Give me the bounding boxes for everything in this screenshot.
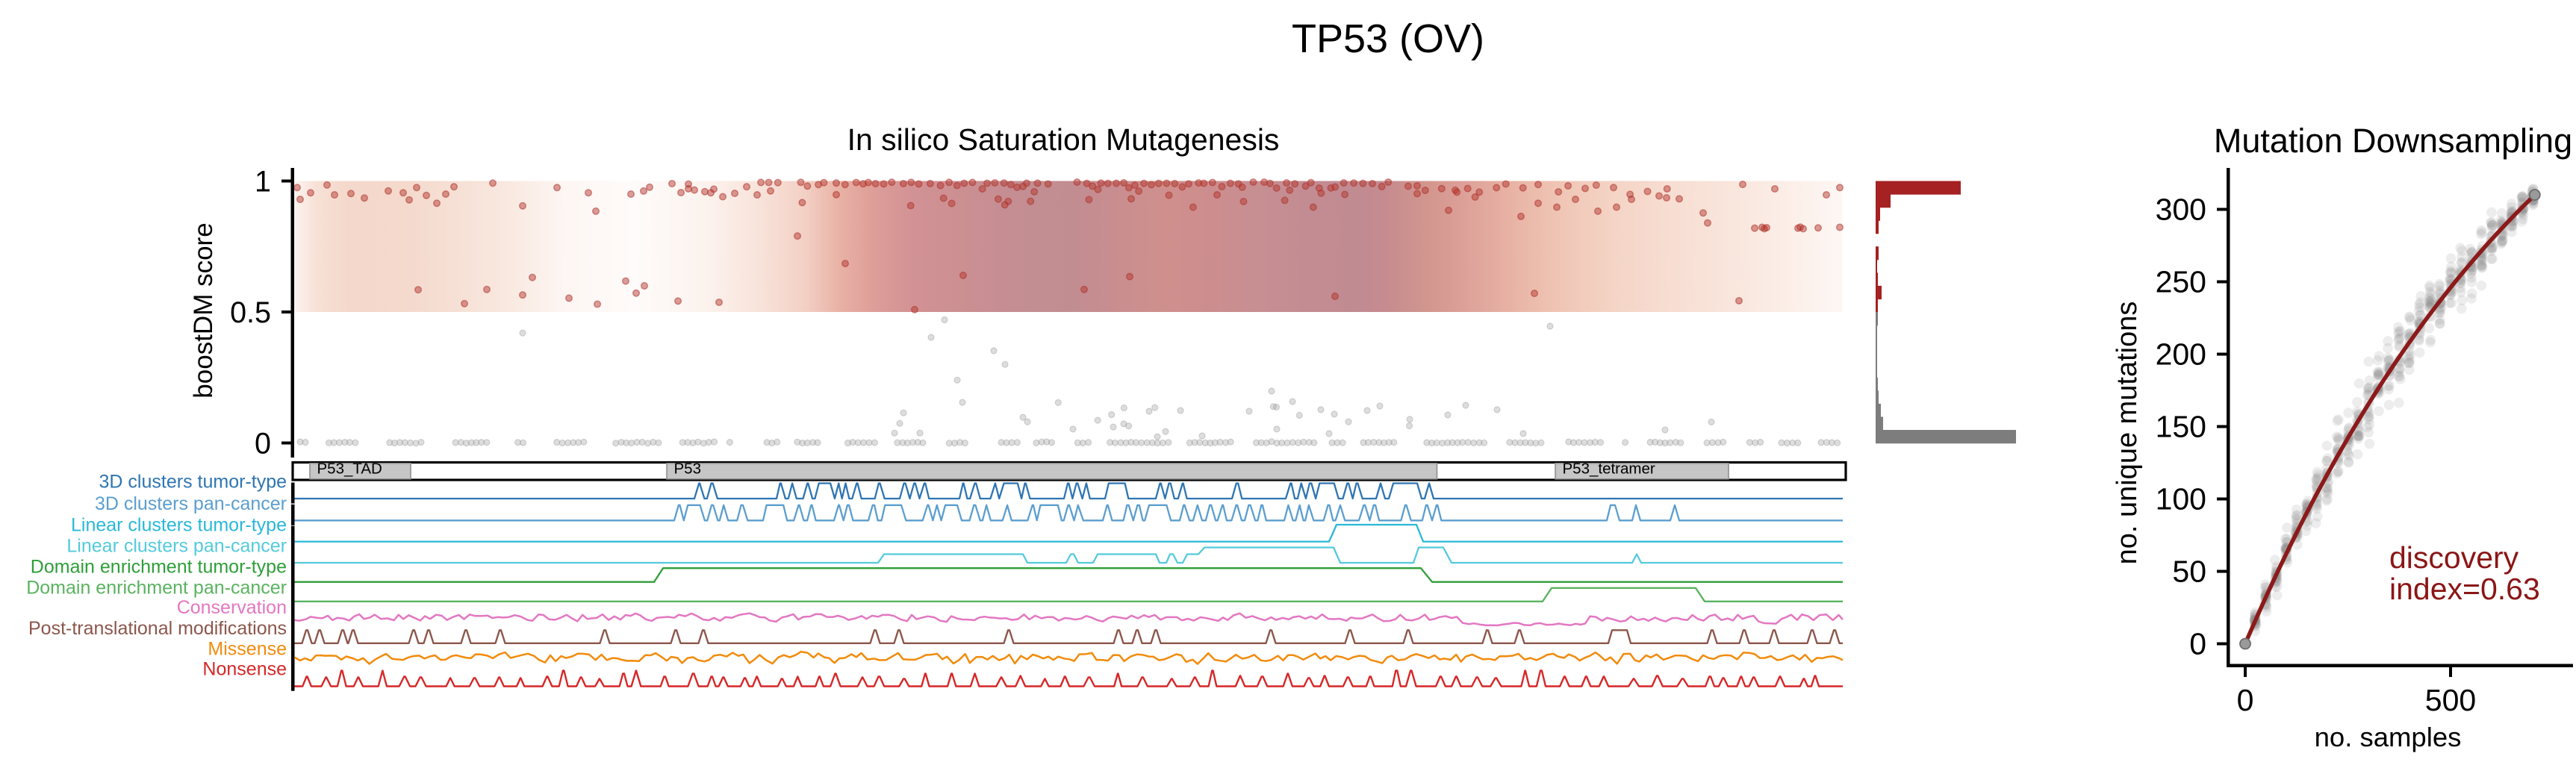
svg-text:In silico Saturation Mutagenes: In silico Saturation Mutagenesis <box>847 122 1280 157</box>
svg-text:500: 500 <box>2425 683 2476 717</box>
svg-text:150: 150 <box>2156 410 2206 444</box>
svg-text:no. samples: no. samples <box>2315 722 2462 752</box>
svg-text:Domain enrichment pan-cancer: Domain enrichment pan-cancer <box>26 577 287 598</box>
svg-text:0: 0 <box>2237 683 2254 717</box>
svg-text:100: 100 <box>2156 482 2206 516</box>
svg-text:TP53 (OV): TP53 (OV) <box>1292 16 1484 61</box>
svg-text:200: 200 <box>2156 337 2206 372</box>
svg-text:3D clusters tumor-type: 3D clusters tumor-type <box>99 472 287 493</box>
svg-text:Linear clusters pan-cancer: Linear clusters pan-cancer <box>66 536 287 557</box>
svg-text:300: 300 <box>2156 193 2206 227</box>
svg-text:Conservation: Conservation <box>177 597 287 618</box>
svg-text:3D clusters pan-cancer: 3D clusters pan-cancer <box>95 493 287 514</box>
svg-text:discovery: discovery <box>2389 540 2519 575</box>
svg-text:Mutation Downsampling: Mutation Downsampling <box>2214 122 2572 160</box>
svg-text:0: 0 <box>255 428 271 461</box>
svg-text:0: 0 <box>2189 627 2206 661</box>
svg-text:Nonsense: Nonsense <box>202 659 287 680</box>
svg-text:P53: P53 <box>674 461 701 478</box>
svg-text:Domain enrichment tumor-type: Domain enrichment tumor-type <box>31 556 287 577</box>
svg-text:50: 50 <box>2172 555 2206 589</box>
svg-text:0.5: 0.5 <box>230 296 271 329</box>
svg-text:P53_tetramer: P53_tetramer <box>1563 461 1655 478</box>
svg-text:1: 1 <box>255 166 271 199</box>
svg-text:Linear clusters tumor-type: Linear clusters tumor-type <box>71 515 287 536</box>
svg-text:P53_TAD: P53_TAD <box>317 461 382 478</box>
svg-text:no. unique mutations: no. unique mutations <box>2112 302 2143 565</box>
svg-text:index=0.63: index=0.63 <box>2389 572 2540 606</box>
svg-text:Post-translational modificatio: Post-translational modifications <box>28 618 287 639</box>
svg-text:Missense: Missense <box>208 639 287 660</box>
svg-text:boostDM score: boostDM score <box>189 222 218 398</box>
svg-text:250: 250 <box>2156 265 2206 299</box>
